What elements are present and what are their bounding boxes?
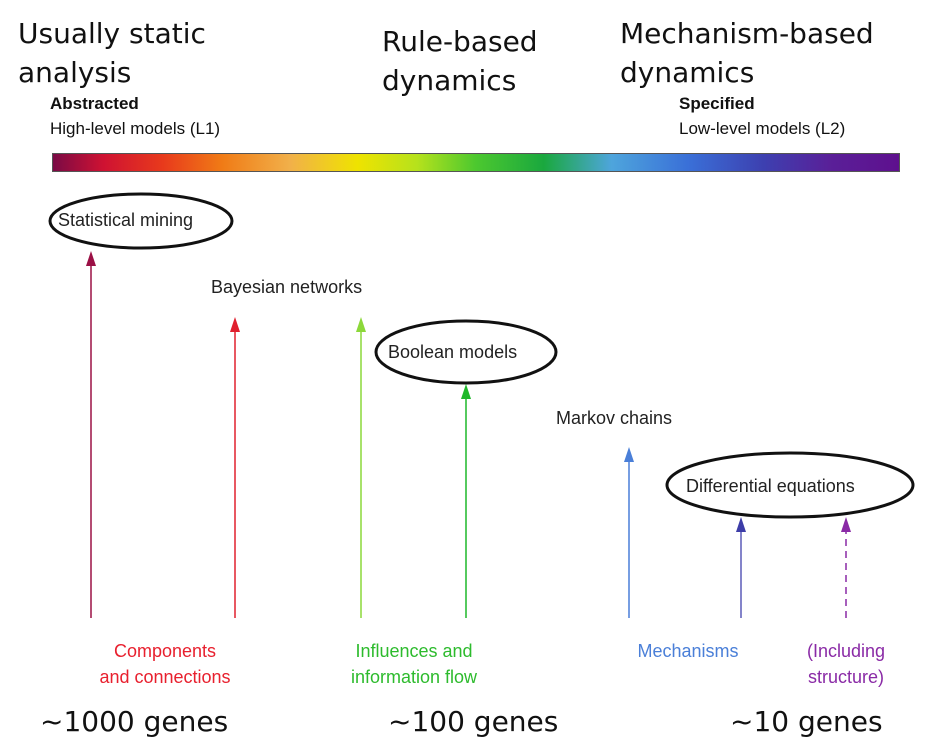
arrow-differential-equations-mechanisms [736, 517, 746, 618]
header-static-analysis-line1: Usually static [18, 17, 206, 50]
arrow-bayesian-networks-green [356, 317, 366, 618]
header-rule-based-line2: dynamics [382, 64, 517, 97]
components-category-line1: Components [113, 641, 217, 661]
specified-label: Specified [679, 94, 755, 113]
header-rule-based: Rule-based dynamics [382, 22, 538, 100]
abstraction-spectrum-bar [52, 153, 900, 172]
statistical-mining-ellipse [48, 192, 234, 250]
influences-category-line2: information flow [350, 667, 478, 687]
genes-100-label: ~100 genes [388, 705, 559, 738]
statistical-mining-label: Statistical mining [58, 210, 194, 230]
influences-category-line1: Influences and [355, 641, 473, 661]
influences-category: Influences and information flow [329, 638, 499, 690]
header-mechanism-based-line1: Mechanism-based [620, 17, 874, 50]
structure-category-line2: structure) [807, 667, 885, 687]
differential-equations-ellipse [665, 451, 915, 519]
high-level-models-label: High-level models (L1) [50, 119, 221, 138]
mechanisms-category: Mechanisms [637, 641, 739, 661]
header-mechanism-based-line2: dynamics [620, 56, 755, 89]
abstracted-label: Abstracted [50, 94, 139, 113]
structure-category-line1: (Including [806, 641, 886, 661]
arrow-boolean-models [461, 384, 471, 618]
markov-chains-label: Markov chains [556, 408, 673, 428]
components-category-line2: and connections [99, 667, 231, 687]
arrow-statistical-mining [86, 251, 96, 618]
structure-category: (Including structure) [788, 638, 904, 690]
components-category: Components and connections [80, 638, 250, 690]
genes-10-label: ~10 genes [730, 705, 883, 738]
arrow-differential-equations-structure [841, 517, 851, 618]
header-rule-based-line1: Rule-based [382, 25, 538, 58]
differential-equations-label: Differential equations [686, 476, 855, 496]
bayesian-networks-label: Bayesian networks [211, 277, 363, 297]
low-level-models-label: Low-level models (L2) [679, 119, 846, 138]
header-mechanism-based: Mechanism-based dynamics [620, 14, 874, 92]
boolean-models-ellipse [374, 319, 558, 385]
genes-1000-label: ~1000 genes [40, 705, 229, 738]
boolean-models-label: Boolean models [388, 342, 518, 362]
arrow-bayesian-networks-red [230, 317, 240, 618]
header-static-analysis: Usually static analysis [18, 14, 206, 92]
arrow-markov-chains [624, 447, 634, 618]
header-static-analysis-line2: analysis [18, 56, 132, 89]
